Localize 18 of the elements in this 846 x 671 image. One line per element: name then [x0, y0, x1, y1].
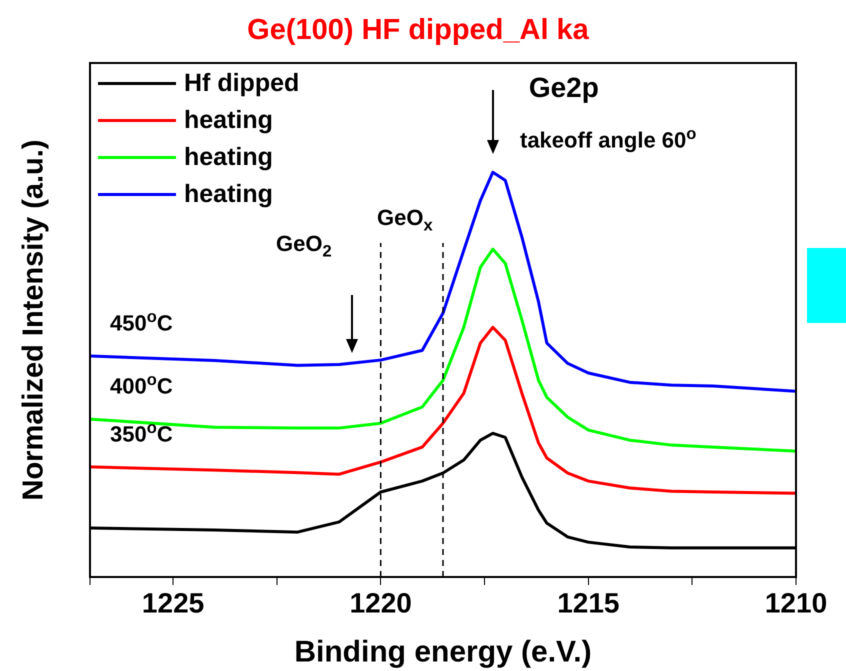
annotation: GeO$_{x}$ — [377, 205, 433, 236]
chart-title: Ge(100) HF dipped_Al ka — [246, 14, 590, 47]
legend-label: Hf dipped — [184, 69, 300, 98]
x-tick-label: 1215 — [557, 588, 620, 619]
annotation: 350$^{o}$C — [110, 418, 173, 448]
legend-label: heating — [184, 106, 273, 135]
x-axis-title: Binding energy (e.V.) — [294, 635, 592, 668]
x-tick-label: 1225 — [142, 588, 204, 619]
x-tick-label: 1220 — [350, 588, 412, 619]
y-axis-title: Normalized Intensity (a.u.) — [18, 140, 50, 500]
x-tick-label: 1210 — [764, 588, 828, 619]
text: takeoff angle 60$^{o}$ — [520, 125, 696, 154]
annotation: 450$^{o}$C — [110, 308, 173, 336]
legend-label: heating — [184, 180, 273, 209]
annotation: GeO$_{2}$ — [276, 231, 332, 262]
legend-label: heating — [184, 143, 273, 172]
annotation: 400$^{o}$C — [110, 371, 173, 400]
annotation: Ge2p — [528, 72, 599, 104]
